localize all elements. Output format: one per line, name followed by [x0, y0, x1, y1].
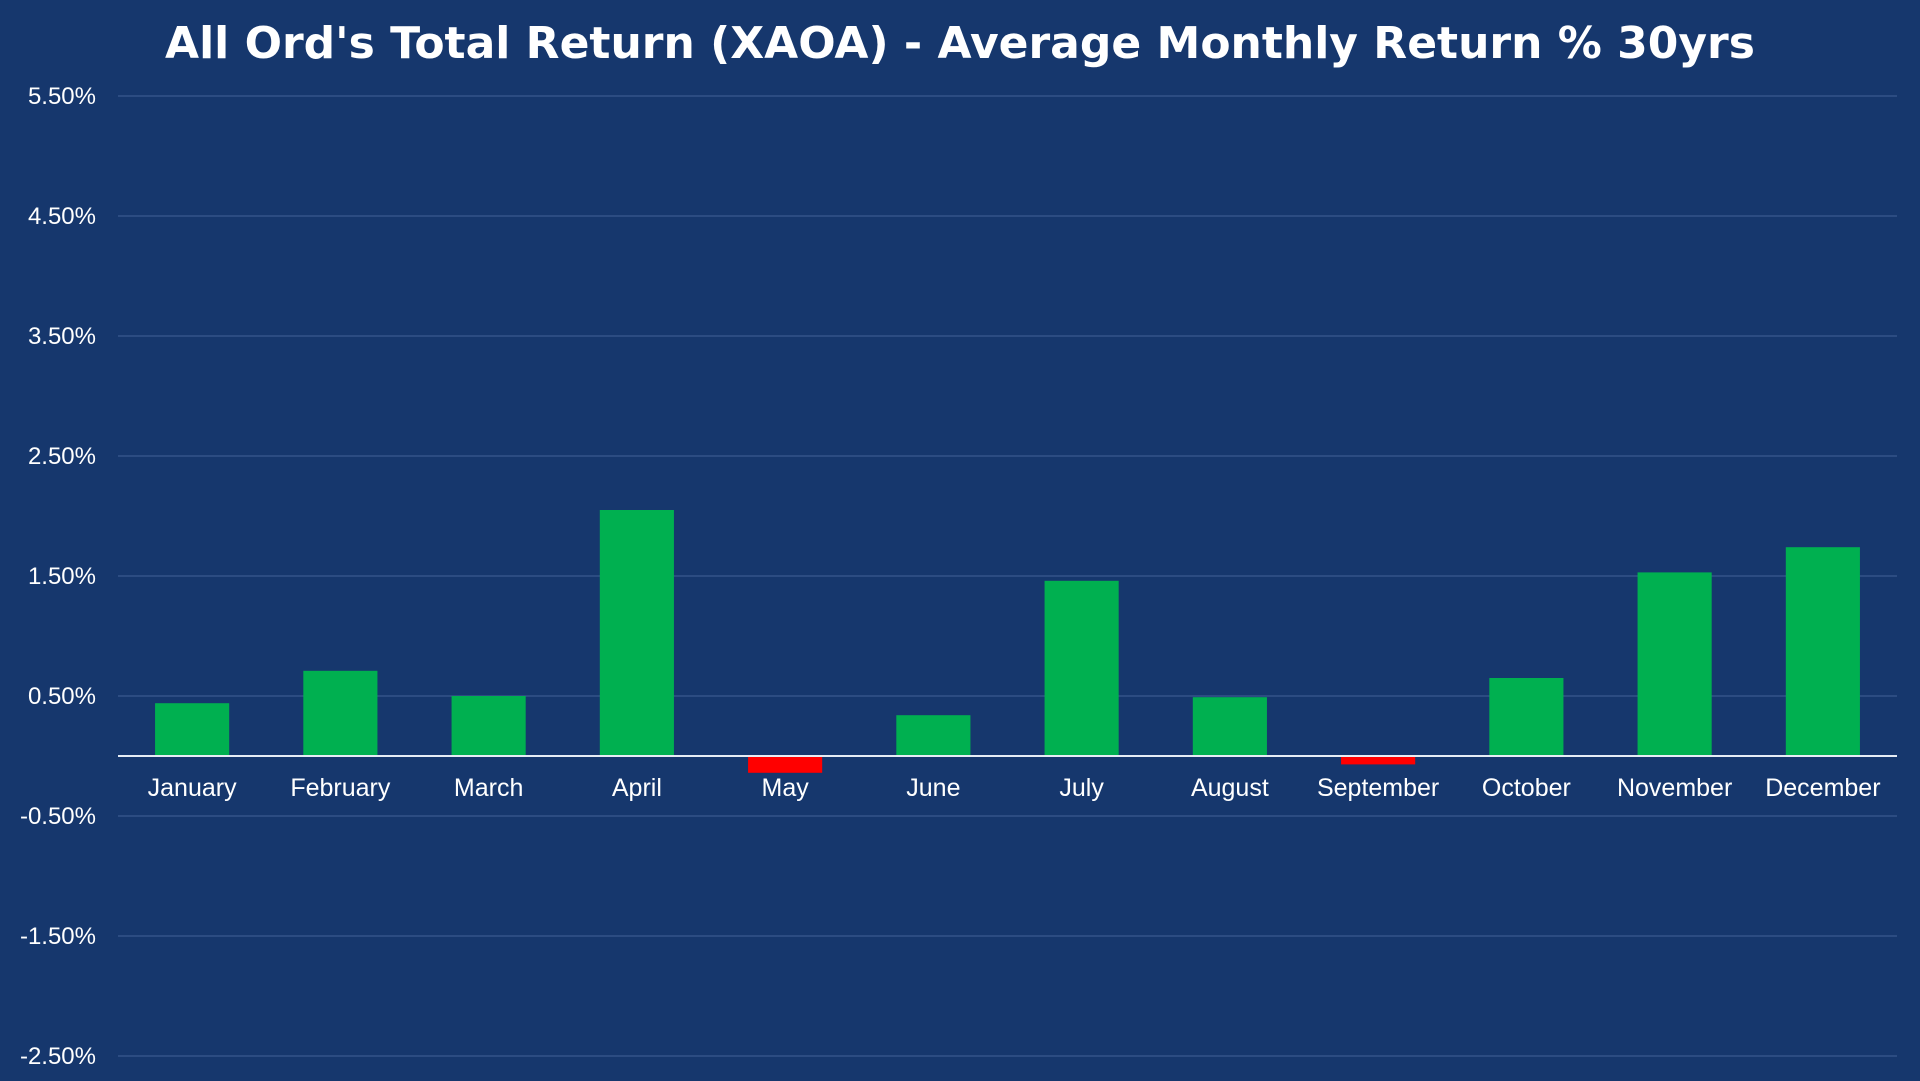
x-category-label: June: [906, 774, 960, 802]
y-tick-label: 3.50%: [28, 323, 96, 350]
bar-december: [1785, 547, 1860, 756]
x-axis-category-labels: January February March April May June July Augu…: [148, 774, 1881, 802]
x-category-label: December: [1765, 774, 1880, 802]
bar-february: [303, 670, 378, 756]
x-category-label: February: [290, 774, 391, 802]
bars: [155, 510, 1860, 773]
y-tick-label: 1.50%: [28, 563, 96, 590]
y-tick-label: -1.50%: [20, 923, 96, 950]
y-tick-label: 0.50%: [28, 683, 96, 710]
x-category-label: March: [454, 774, 523, 802]
x-category-label: May: [762, 774, 810, 802]
x-category-label: April: [612, 774, 662, 802]
bar-april: [599, 510, 674, 756]
x-category-label: August: [1191, 774, 1269, 802]
bar-june: [896, 715, 971, 756]
bar-september: [1341, 756, 1416, 765]
bar-july: [1044, 580, 1119, 756]
bar-november: [1637, 572, 1712, 756]
bar-may: [748, 756, 823, 773]
x-category-label: January: [148, 774, 237, 802]
y-tick-label: -2.50%: [20, 1043, 96, 1070]
chart-title: All Ord's Total Return (XAOA) - Average …: [165, 18, 1755, 69]
bar-march: [451, 696, 526, 756]
y-tick-label: 4.50%: [28, 203, 96, 230]
x-category-label: November: [1617, 774, 1732, 802]
bar-august: [1192, 697, 1267, 756]
y-axis-tick-labels: 5.50% 4.50% 3.50% 2.50% 1.50% 0.50% -0.50% -1.5…: [20, 83, 96, 1070]
gridlines: [118, 95, 1897, 1057]
x-category-label: September: [1317, 774, 1439, 802]
y-tick-label: 2.50%: [28, 443, 96, 470]
y-tick-label: -0.50%: [20, 803, 96, 830]
bar-october: [1489, 678, 1564, 756]
y-tick-label: 5.50%: [28, 83, 96, 110]
x-category-label: July: [1059, 774, 1104, 802]
x-category-label: October: [1482, 774, 1571, 802]
bar-january: [155, 703, 230, 756]
